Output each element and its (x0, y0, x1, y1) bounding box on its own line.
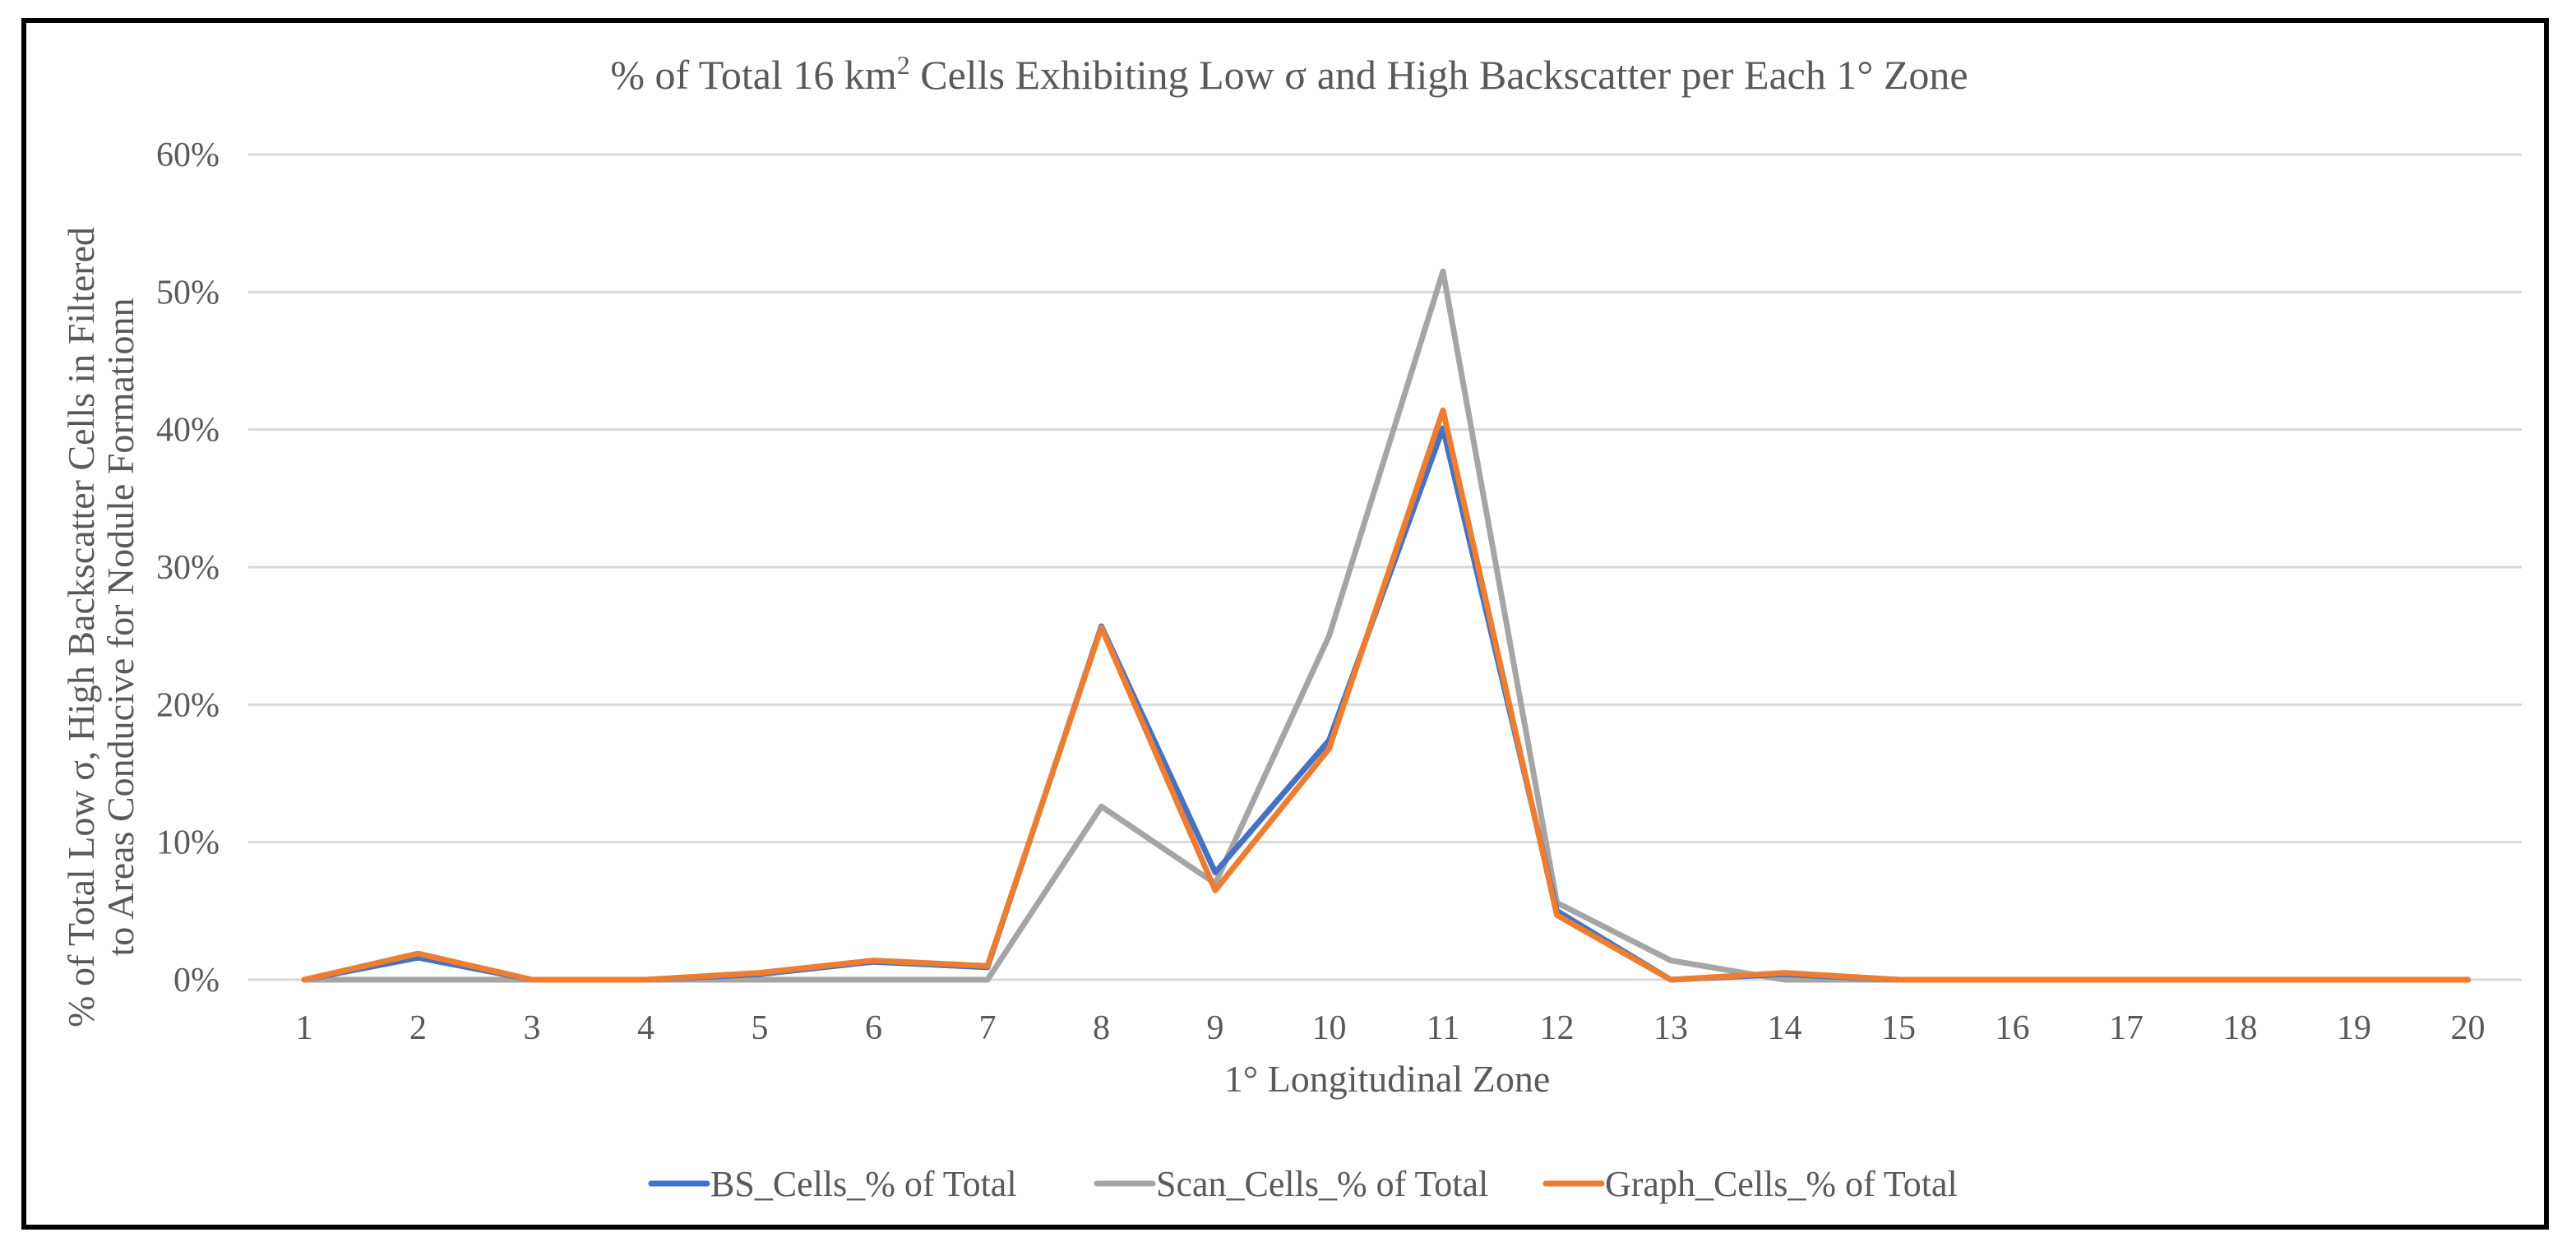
x-tick-label: 11 (1427, 1009, 1459, 1047)
x-tick-label: 9 (1207, 1009, 1224, 1047)
y-tick-label: 50% (156, 274, 220, 312)
x-tick-label: 1 (296, 1009, 313, 1047)
x-tick-label: 6 (865, 1009, 882, 1047)
y-tick-label: 30% (156, 549, 220, 587)
legend-label: Scan_Cells_% of Total (1156, 1164, 1488, 1204)
series-lines (301, 268, 2471, 983)
x-tick-label: 17 (2109, 1009, 2144, 1047)
x-tick-label: 3 (524, 1009, 541, 1047)
y-axis-label-line-2: to Areas Conducive for Nodule Formationn (99, 298, 141, 956)
chart-title: % of Total 16 km2 Cells Exhibiting Low σ… (610, 50, 1968, 98)
x-tick-label: 2 (409, 1009, 427, 1047)
y-tick-label: 60% (156, 136, 220, 174)
x-tick-label: 19 (2337, 1009, 2371, 1047)
x-tick-label: 13 (1653, 1009, 1688, 1047)
y-tick-label: 20% (156, 686, 220, 724)
legend-label: Graph_Cells_% of Total (1605, 1164, 1958, 1204)
x-tick-label: 7 (979, 1009, 997, 1047)
title-text-after-sup: Cells Exhibiting Low σ and High Backscat… (910, 52, 1968, 98)
series-line-graph-cells-of-total (301, 407, 2471, 983)
x-tick-label: 16 (1996, 1009, 2030, 1047)
y-tick-label: 0% (173, 962, 220, 999)
x-tick-label: 12 (1540, 1009, 1575, 1047)
legend: BS_Cells_% of Total Scan_Cells_% of Total… (648, 1164, 1958, 1204)
y-tick-label: 10% (156, 824, 220, 862)
y-axis-label-line-1: % of Total Low σ, High Backscatter Cells… (60, 227, 102, 1027)
x-tick-label: 20 (2451, 1009, 2486, 1047)
x-axis-ticks: 1 2 3 4 5 6 7 8 9 10 11 12 13 14 15 16 17 18 19 20 (296, 1009, 2486, 1047)
series-line-scan-cells-of-total (301, 268, 2471, 983)
y-axis-ticks: 0% 10% 20% 30% 40% 50% 60% (156, 136, 220, 999)
x-tick-label: 5 (752, 1009, 769, 1047)
x-tick-label: 4 (637, 1009, 654, 1047)
title-text-before-sup: % of Total 16 km (610, 52, 896, 98)
x-tick-label: 8 (1093, 1009, 1110, 1047)
x-tick-label: 14 (1768, 1009, 1802, 1047)
x-axis-label: 1° Longitudinal Zone (1224, 1058, 1551, 1100)
title-superscript: 2 (897, 50, 910, 80)
y-axis-label: % of Total Low σ, High Backscatter Cells… (60, 227, 141, 1027)
y-tick-label: 40% (156, 412, 220, 450)
legend-label: BS_Cells_% of Total (710, 1164, 1017, 1204)
chart-frame: % of Total 16 km2 Cells Exhibiting Low σ… (21, 18, 2549, 1230)
x-tick-label: 15 (1881, 1009, 1916, 1047)
x-tick-label: 18 (2223, 1009, 2258, 1047)
x-tick-label: 10 (1312, 1009, 1347, 1047)
gridlines (248, 153, 2522, 981)
line-chart: % of Total 16 km2 Cells Exhibiting Low σ… (60, 50, 2522, 1204)
